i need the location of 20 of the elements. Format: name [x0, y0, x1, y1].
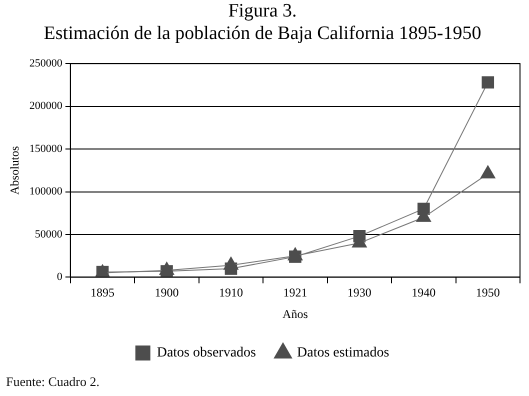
chart-title: Figura 3.: [228, 0, 297, 22]
x-tick-label: 1921: [283, 286, 308, 300]
y-axis-title: Absolutos: [7, 146, 22, 195]
x-axis-title: Años: [282, 306, 308, 321]
y-tick-label: 100000: [29, 186, 63, 198]
x-tick-label: 1895: [90, 286, 115, 300]
chart-subtitle: Estimación de la población de Baja California 1895-1950: [44, 23, 482, 44]
y-tick-label: 50000: [34, 228, 63, 240]
x-tick-label: 1950: [476, 286, 500, 300]
y-tick-label: 200000: [29, 100, 63, 112]
legend-label: Datos observados: [156, 346, 256, 361]
y-tick-label: 150000: [29, 142, 63, 155]
x-tick-label: 1910: [218, 286, 243, 300]
x-tick-label: 1940: [412, 286, 436, 300]
y-tick-label: 0: [56, 271, 63, 284]
legend-label: Datos estimados: [296, 346, 390, 361]
x-tick-label: 1930: [347, 286, 372, 300]
x-tick-label: 1900: [154, 286, 179, 300]
y-tick-label: 250000: [29, 57, 63, 70]
source-note: Fuente: Cuadro 2.: [6, 374, 100, 390]
